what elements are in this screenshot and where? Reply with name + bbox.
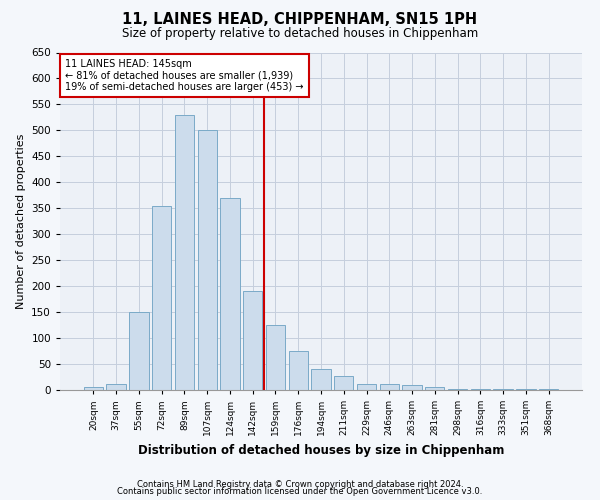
Bar (197, 130, 217, 390)
Text: Contains public sector information licensed under the Open Government Licence v3: Contains public sector information licen… (118, 488, 482, 496)
Bar (129, 312, 149, 390)
Bar (175, 115, 194, 390)
Bar (152, 206, 172, 390)
X-axis label: Distribution of detached houses by size in Chippenham: Distribution of detached houses by size … (138, 444, 504, 456)
Bar (380, 384, 399, 390)
Bar (289, 351, 308, 390)
Bar (334, 376, 353, 390)
Text: 11 LAINES HEAD: 145sqm
← 81% of detached houses are smaller (1,939)
19% of semi-: 11 LAINES HEAD: 145sqm ← 81% of detached… (65, 59, 304, 92)
Bar (425, 388, 445, 390)
Bar (357, 384, 376, 390)
Bar (266, 325, 285, 390)
Bar (311, 369, 331, 390)
Text: 11, LAINES HEAD, CHIPPENHAM, SN15 1PH: 11, LAINES HEAD, CHIPPENHAM, SN15 1PH (122, 12, 478, 28)
Bar (403, 385, 422, 390)
Bar (84, 388, 103, 390)
Bar (106, 384, 126, 390)
Text: Contains HM Land Registry data © Crown copyright and database right 2024.: Contains HM Land Registry data © Crown c… (137, 480, 463, 489)
Y-axis label: Number of detached properties: Number of detached properties (16, 134, 26, 309)
Text: Size of property relative to detached houses in Chippenham: Size of property relative to detached ho… (122, 28, 478, 40)
Bar (243, 292, 262, 390)
Bar (220, 198, 239, 390)
